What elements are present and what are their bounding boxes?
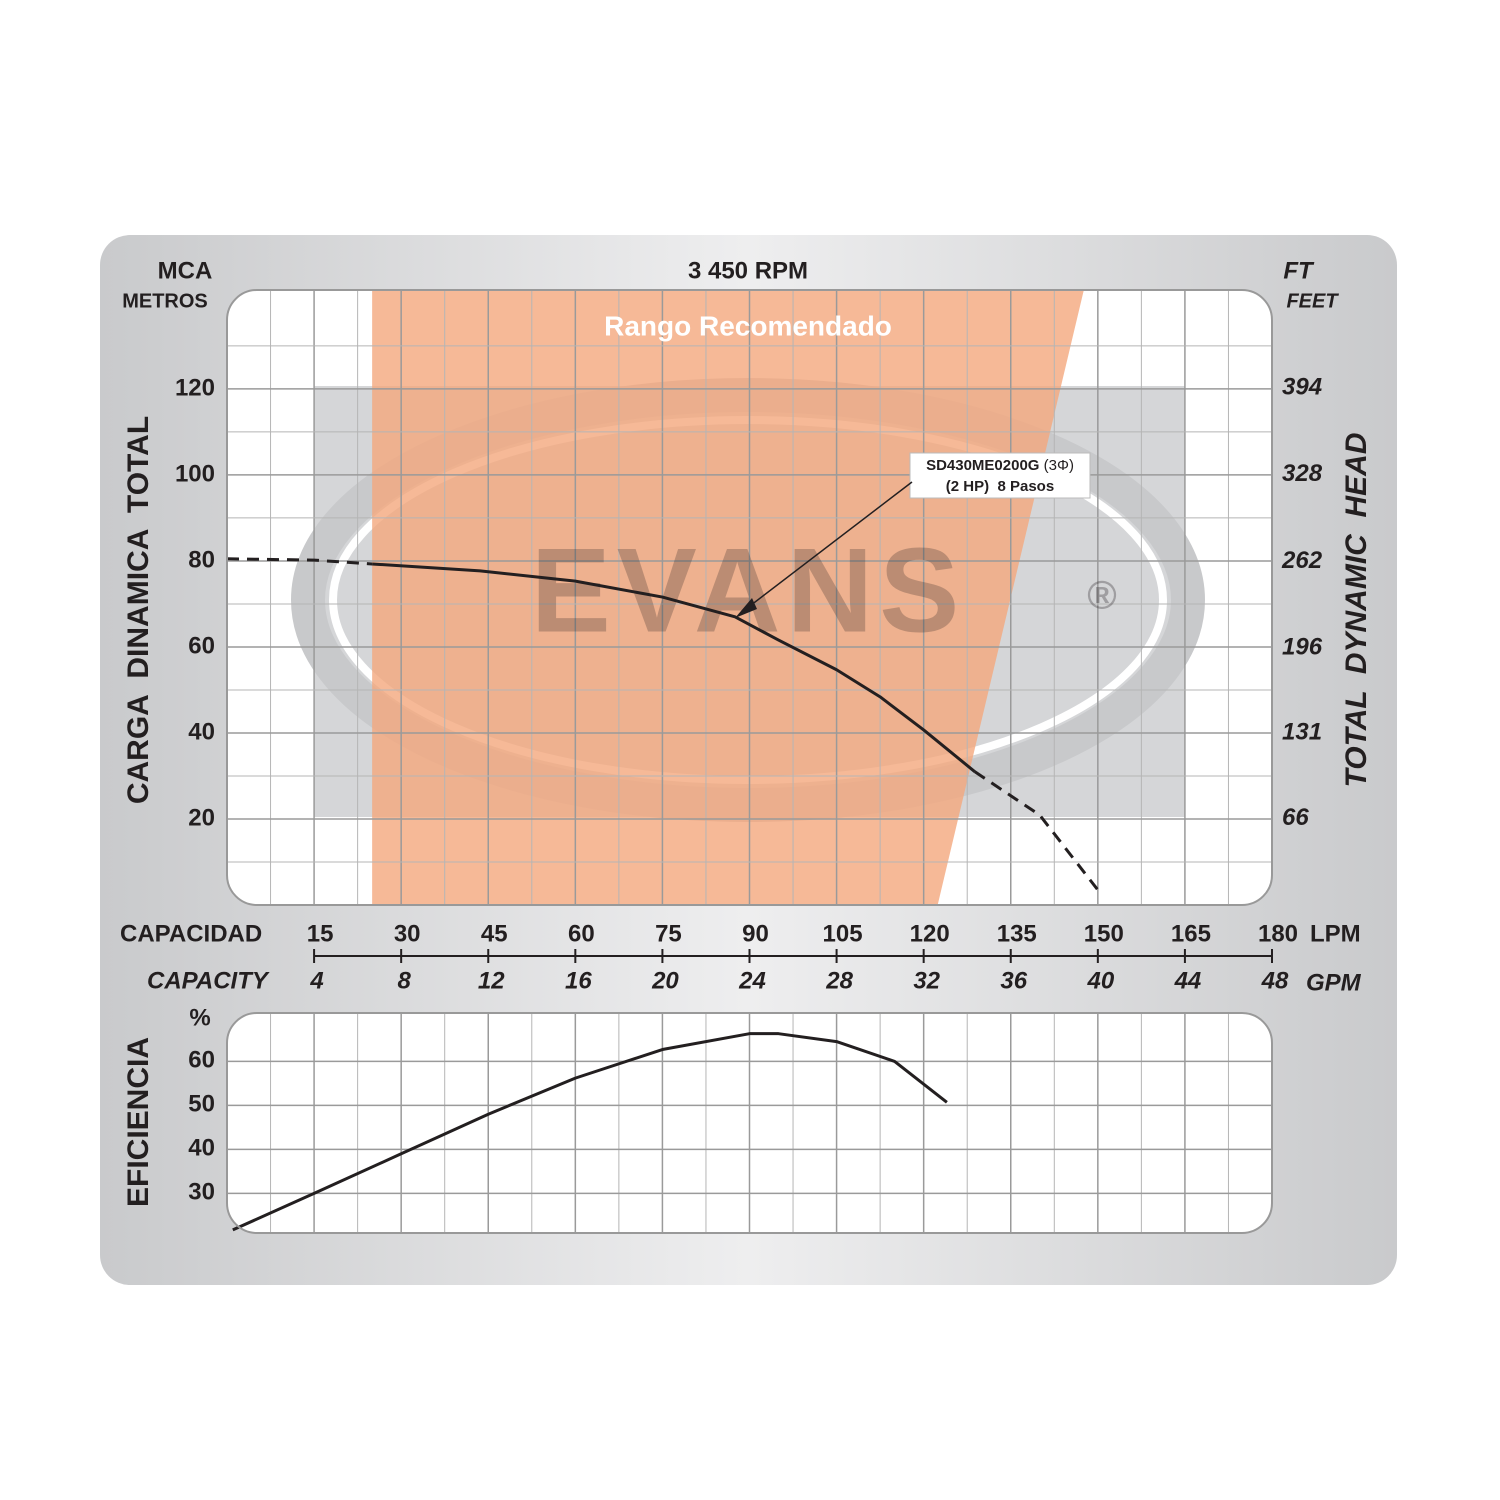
- y-tick-label: 100: [175, 460, 215, 487]
- plot-border: [226, 1012, 1273, 1234]
- eff-tick-label: 50: [188, 1091, 215, 1118]
- phase: (3Φ): [1039, 457, 1073, 474]
- x2-tick-label: 32: [913, 967, 940, 994]
- range-label: Rango Recomendado: [604, 310, 892, 341]
- x-tick-label: 60: [568, 920, 595, 947]
- y-tick-label: 60: [188, 632, 215, 659]
- x-axis-label: CAPACIDAD: [120, 920, 262, 947]
- watermark-mark: ®: [1087, 574, 1116, 618]
- x2-tick-label: 12: [478, 967, 505, 994]
- x-tick-label: 15: [307, 920, 334, 947]
- y-tick-label: 20: [188, 804, 215, 831]
- eff-tick-label: 40: [188, 1135, 215, 1162]
- eff-unit: %: [189, 1004, 210, 1031]
- x2-tick-label: 4: [309, 967, 323, 994]
- recommended-range: [372, 290, 1087, 905]
- x-tick-label: 150: [1084, 920, 1124, 947]
- x-tick-label: 30: [394, 920, 421, 947]
- y-unit-sub: METROS: [122, 290, 208, 312]
- curve: [232, 1032, 948, 1232]
- y2-unit: FT: [1283, 257, 1315, 284]
- x2-tick-label: 20: [651, 967, 679, 994]
- x-tick-label: 45: [481, 920, 508, 947]
- x2-tick-label: 44: [1174, 967, 1202, 994]
- annotation-line: SD430ME0200G (3Φ): [926, 457, 1074, 474]
- annotation-box: [909, 452, 1091, 499]
- chart-title: 3 450 RPM: [688, 257, 808, 284]
- annotation-arrowhead: [735, 598, 757, 618]
- x2-tick-label: 36: [1000, 967, 1027, 994]
- y2-unit-sub: FEET: [1286, 290, 1339, 312]
- y2-tick-label: 262: [1281, 547, 1323, 574]
- x-tick-label: 75: [655, 920, 682, 947]
- x-tick-label: 165: [1171, 920, 1211, 947]
- y2-tick-label: 131: [1282, 719, 1322, 746]
- eff-axis-label: EFICIENCIA: [122, 1037, 155, 1207]
- x-unit: LPM: [1310, 920, 1361, 947]
- y-tick-label: 40: [188, 718, 215, 745]
- annotation-arrow: [741, 481, 913, 613]
- x2-tick-label: 16: [565, 967, 592, 994]
- eff-tick-label: 30: [188, 1179, 215, 1206]
- x2-tick-label: 40: [1086, 967, 1114, 994]
- y-axis-label: CARGA DINAMICA TOTAL: [122, 416, 155, 804]
- annotation-line: (2 HP) 8 Pasos: [946, 478, 1054, 495]
- x2-tick-label: 28: [825, 967, 853, 994]
- x-tick-label: 105: [823, 920, 863, 947]
- x-tick-label: 90: [742, 920, 769, 947]
- x2-tick-label: 24: [738, 967, 766, 994]
- y-tick-label: 80: [188, 546, 215, 573]
- y2-tick-label: 394: [1282, 374, 1322, 401]
- y-unit: MCA: [158, 257, 213, 284]
- plot-border: [226, 289, 1273, 906]
- x-tick-label: 180: [1258, 920, 1298, 947]
- x-tick-label: 135: [997, 920, 1037, 947]
- curve: [372, 562, 976, 773]
- y2-tick-label: 328: [1282, 460, 1323, 487]
- y2-axis-label: TOTAL DYNAMIC HEAD: [1340, 432, 1373, 787]
- y2-tick-label: 196: [1282, 633, 1323, 660]
- eff-tick-label: 60: [188, 1047, 215, 1074]
- y-tick-label: 120: [175, 374, 215, 401]
- x2-axis-label: CAPACITY: [147, 967, 270, 994]
- model: SD430ME0200G: [926, 457, 1039, 474]
- curve: [226, 557, 373, 566]
- x2-unit: GPM: [1306, 969, 1362, 996]
- x2-tick-label: 8: [397, 967, 411, 994]
- curve: [973, 770, 1100, 891]
- y2-tick-label: 66: [1282, 804, 1309, 831]
- x-tick-label: 120: [910, 920, 950, 947]
- watermark: EVANS: [531, 524, 966, 658]
- x2-tick-label: 48: [1261, 967, 1289, 994]
